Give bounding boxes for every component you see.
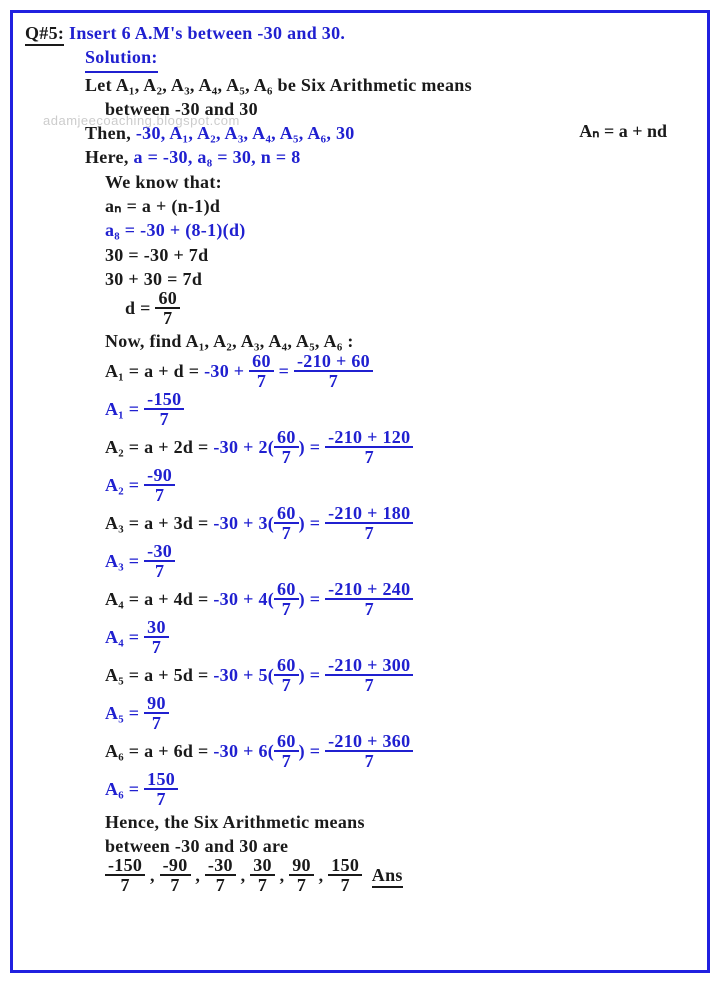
a4-result: A₄ = 307	[105, 620, 695, 658]
a5-result: A₅ = 907	[105, 696, 695, 734]
eq-a8: a₈ = -30 + (8-1)(d)	[105, 218, 695, 242]
question-number: Q#5:	[25, 23, 64, 46]
let-line-a: Let A₁, A₂, A₃, A₄, A₅, A₆ be Six Arithm…	[85, 73, 695, 97]
a2-result: A₂ = -907	[105, 468, 695, 506]
a6-result: A₆ = 1507	[105, 772, 695, 810]
a6-line: A₆ = a + 6d = -30 + 6(607) = -210 + 3607	[105, 734, 695, 772]
watermark-text: adamjeecoaching.blogspot.com	[43, 113, 240, 128]
we-know: We know that:	[105, 170, 695, 194]
a3-line: A₃ = a + 3d = -30 + 3(607) = -210 + 1807	[105, 506, 695, 544]
a1-line: A₁ = a + d = -30 + 607 = -210 + 607	[105, 354, 695, 392]
eq-an: aₙ = a + (n-1)d	[105, 194, 695, 218]
a1-result: A₁ = -1507	[105, 392, 695, 430]
question-line: Q#5: Insert 6 A.M's between -30 and 30.	[25, 21, 695, 45]
a2-line: A₂ = a + 2d = -30 + 2(607) = -210 + 1207	[105, 430, 695, 468]
hence-b: between -30 and 30 are	[105, 834, 695, 858]
eq-30a: 30 = -30 + 7d	[105, 243, 695, 267]
here-line: Here, a = -30, a₈ = 30, n = 8	[85, 145, 695, 169]
side-formula: Aₙ = a + nd	[579, 121, 667, 142]
eq-30b: 30 + 30 = 7d	[105, 267, 695, 291]
ans-tag: Ans	[372, 865, 403, 888]
solution-header: Solution:	[85, 45, 158, 72]
question-title: Insert 6 A.M's between -30 and 30.	[69, 23, 345, 43]
a3-result: A₃ = -307	[105, 544, 695, 582]
a5-line: A₅ = a + 5d = -30 + 5(607) = -210 + 3007	[105, 658, 695, 696]
now-find: Now, find A₁, A₂, A₃, A₄, A₅, A₆ :	[105, 329, 695, 353]
answer-line: -1507 , -907 , -307 , 307 , 907 , 1507 A…	[105, 858, 695, 896]
d-result: d = 607	[125, 291, 695, 329]
handwritten-page: adamjeecoaching.blogspot.com Q#5: Insert…	[10, 10, 710, 973]
hence-a: Hence, the Six Arithmetic means	[105, 810, 695, 834]
a4-line: A₄ = a + 4d = -30 + 4(607) = -210 + 2407	[105, 582, 695, 620]
